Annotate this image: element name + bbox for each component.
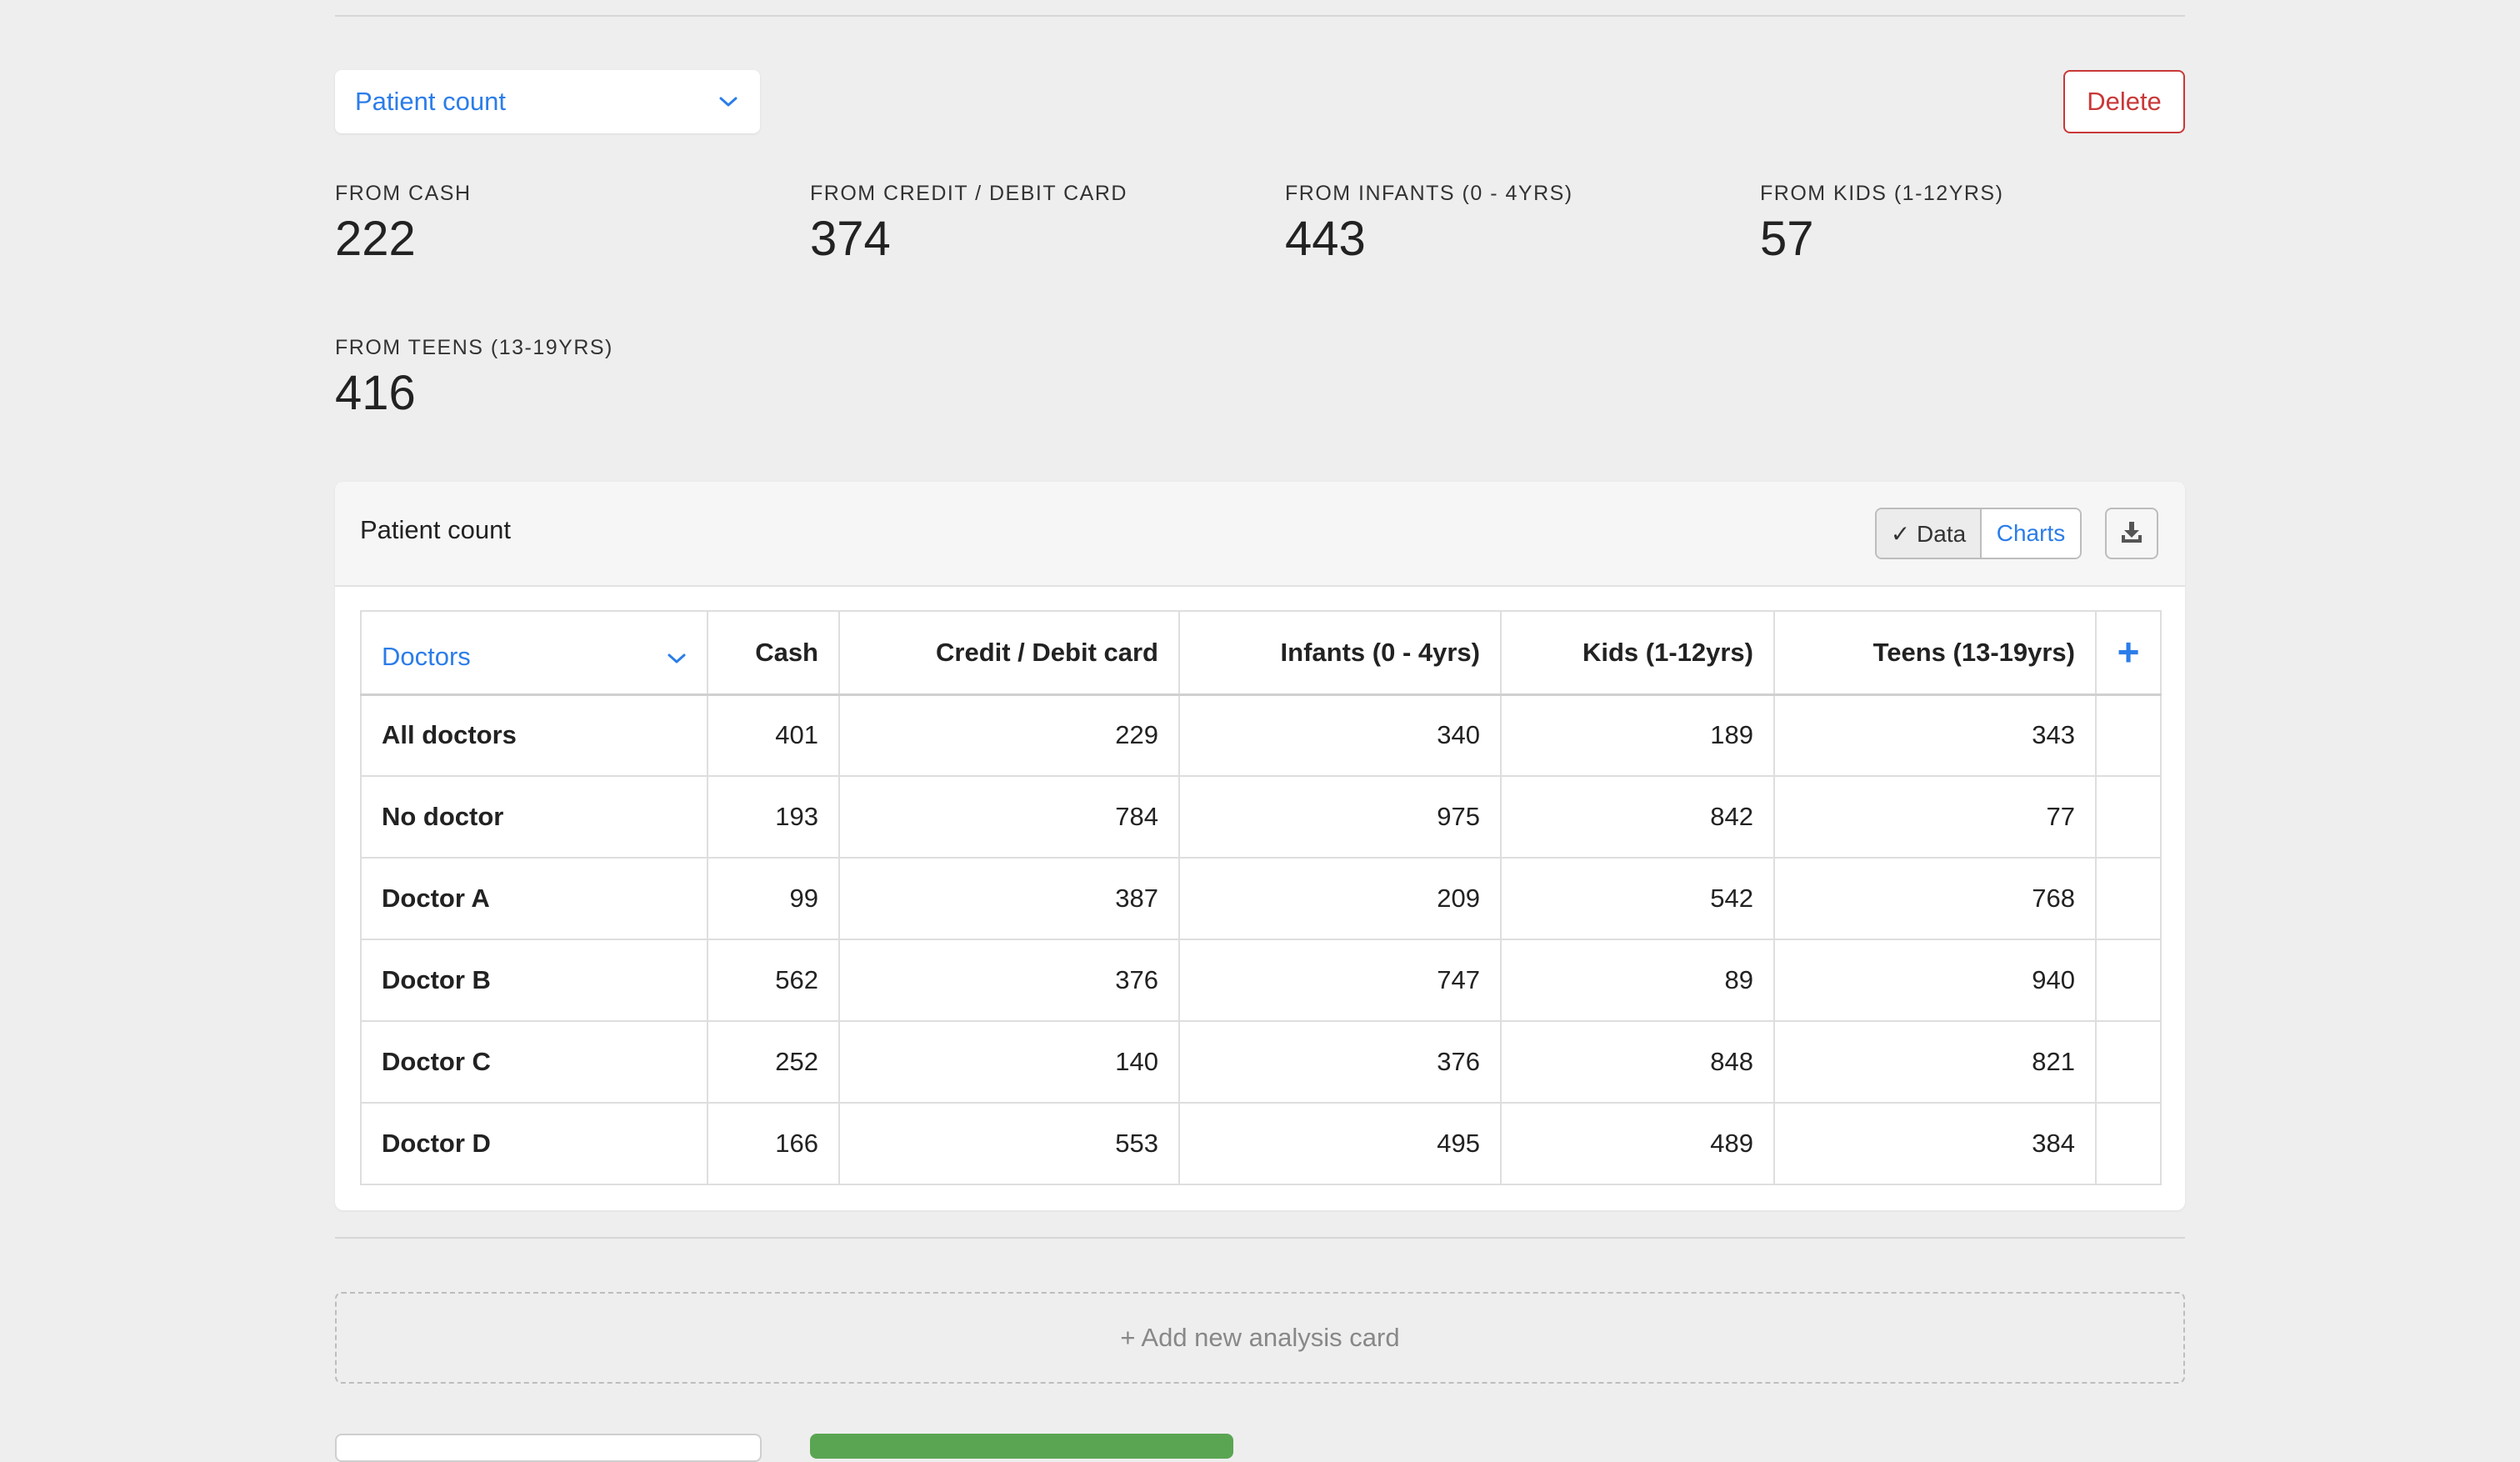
card-title: Patient count [360, 515, 511, 544]
table-row: All doctors 401 229 340 189 343 [360, 693, 2162, 777]
cell: 542 [1500, 857, 1775, 940]
chevron-down-icon [667, 642, 687, 672]
table-row: Doctor A 99 387 209 542 768 [360, 857, 2162, 940]
stat-label: FROM INFANTS (0 - 4YRS) [1285, 182, 1573, 205]
cell: 842 [1500, 775, 1775, 859]
spacer-cell [2095, 693, 2162, 777]
table-row: Doctor B 562 376 747 89 940 [360, 939, 2162, 1022]
metric-select[interactable]: Patient count [335, 70, 760, 133]
dimension-select[interactable]: Doctors [360, 610, 708, 696]
cell: 401 [707, 693, 840, 777]
cell: 252 [707, 1020, 840, 1104]
stat-card: FROM CREDIT / DEBIT CARD 374 [810, 182, 1277, 267]
table-row: Doctor D 166 553 495 489 384 [360, 1102, 2162, 1185]
cell: 768 [1773, 857, 2097, 940]
spacer-cell [2095, 857, 2162, 940]
row-label: Doctor D [360, 1102, 708, 1185]
cell: 89 [1500, 939, 1775, 1022]
download-icon [2119, 519, 2144, 548]
column-header-kids[interactable]: Kids (1-12yrs) [1500, 610, 1775, 696]
cell: 489 [1500, 1102, 1775, 1185]
add-analysis-card-button[interactable]: + Add new analysis card [335, 1292, 2185, 1384]
cell: 387 [838, 857, 1180, 940]
table-row: No doctor 193 784 975 842 77 [360, 775, 2162, 859]
add-column-button[interactable]: + [2095, 610, 2162, 696]
cell: 495 [1178, 1102, 1502, 1185]
download-button[interactable] [2105, 508, 2158, 559]
spacer-cell [2095, 1102, 2162, 1185]
cell: 562 [707, 939, 840, 1022]
analysis-card: Patient count ✓ Data Charts Do [335, 482, 2185, 1210]
table-row: Doctor C 252 140 376 848 821 [360, 1020, 2162, 1104]
row-label: Doctor C [360, 1020, 708, 1104]
plus-icon: + [2117, 630, 2140, 674]
cell: 940 [1773, 939, 2097, 1022]
column-header-infants[interactable]: Infants (0 - 4yrs) [1178, 610, 1502, 696]
table-header-row: Doctors Cash Credit / Debit card Infants… [360, 610, 2162, 696]
delete-button[interactable]: Delete [2063, 70, 2185, 133]
spacer-cell [2095, 939, 2162, 1022]
column-header-cash[interactable]: Cash [707, 610, 840, 696]
stat-value: 222 [335, 212, 416, 266]
stat-infants: FROM INFANTS (0 - 4YRS) 443 [1285, 182, 1752, 267]
card-header: Patient count ✓ Data Charts [335, 482, 2185, 587]
cell: 848 [1500, 1020, 1775, 1104]
cell: 229 [838, 693, 1180, 777]
cell: 343 [1773, 693, 2097, 777]
cell: 821 [1773, 1020, 2097, 1104]
stat-value: 443 [1285, 212, 1366, 266]
stat-value: 374 [810, 212, 891, 266]
chevron-down-icon [717, 90, 740, 113]
data-table: Doctors Cash Credit / Debit card Infants… [360, 610, 2162, 1185]
cell: 77 [1773, 775, 2097, 859]
column-header-credit-debit-card[interactable]: Credit / Debit card [838, 610, 1180, 696]
dimension-select-value: Doctors [382, 641, 471, 671]
view-toggle: ✓ Data Charts [1875, 508, 2082, 559]
stat-teens: FROM TEENS (13-19YRS) 416 [335, 336, 802, 421]
row-label: Doctor A [360, 857, 708, 940]
stat-kids: FROM KIDS (1-12YRS) 57 [1760, 182, 2227, 267]
primary-action-button[interactable] [810, 1434, 1233, 1459]
column-header-teens[interactable]: Teens (13-19yrs) [1773, 610, 2097, 696]
cell: 209 [1178, 857, 1502, 940]
cell: 747 [1178, 939, 1502, 1022]
cell: 140 [838, 1020, 1180, 1104]
cell: 376 [838, 939, 1180, 1022]
stat-label: FROM CASH [335, 182, 472, 205]
stat-cash: FROM CASH 222 [335, 182, 802, 267]
cell: 166 [707, 1102, 840, 1185]
stat-value: 416 [335, 366, 416, 420]
cell: 193 [707, 775, 840, 859]
bottom-divider [335, 1237, 2185, 1239]
metric-select-value: Patient count [355, 87, 506, 116]
top-divider [335, 15, 2185, 17]
row-label: No doctor [360, 775, 708, 859]
secondary-action-button[interactable] [335, 1434, 762, 1462]
cell: 975 [1178, 775, 1502, 859]
row-label: Doctor B [360, 939, 708, 1022]
stat-label: FROM TEENS (13-19YRS) [335, 336, 613, 359]
stat-label: FROM KIDS (1-12YRS) [1760, 182, 2004, 205]
data-view-button[interactable]: ✓ Data [1877, 509, 1982, 558]
stat-label: FROM CREDIT / DEBIT CARD [810, 182, 1128, 205]
cell: 384 [1773, 1102, 2097, 1185]
stat-value: 57 [1760, 212, 1814, 266]
cell: 553 [838, 1102, 1180, 1185]
cell: 376 [1178, 1020, 1502, 1104]
spacer-cell [2095, 775, 2162, 859]
cell: 99 [707, 857, 840, 940]
cell: 784 [838, 775, 1180, 859]
cell: 340 [1178, 693, 1502, 777]
cell: 189 [1500, 693, 1775, 777]
charts-view-button[interactable]: Charts [1982, 509, 2080, 558]
spacer-cell [2095, 1020, 2162, 1104]
row-label: All doctors [360, 693, 708, 777]
